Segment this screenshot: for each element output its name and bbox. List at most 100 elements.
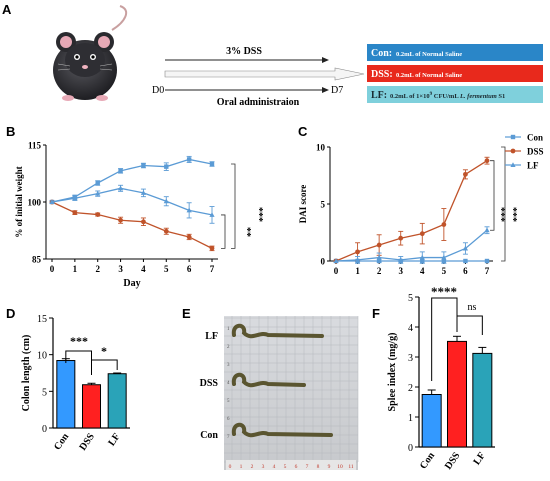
legend-label: LF [527,161,539,171]
y-tick-label: 5 [408,293,413,304]
y-tick-label: 0 [408,443,413,454]
group-dss-name: DSS: [371,69,393,80]
series-dss-point [441,222,447,227]
series-dss-point [163,228,169,234]
x-tick-label: 1 [73,264,78,274]
group-box-con: Con: 0.2mL of Normal Saline [367,44,543,61]
x-axis-label: Day [123,278,140,289]
dai-sig-outer: *** [507,207,518,222]
legend-marker [510,134,516,140]
side-ruler-number: 2 [227,345,230,350]
series-con-line [51,158,213,203]
panel-c-letter: C [298,124,308,139]
row-label-dss: DSS [200,378,219,389]
x-tick-label: LF [471,450,487,467]
x-tick-label: 4 [141,264,146,274]
oral-arrowhead [322,87,329,93]
x-tick-label: Con [418,450,437,471]
panel-d-letter: D [6,306,15,321]
bar-con [421,394,442,448]
legend-label: DSS [527,147,544,157]
series-lf-point [49,199,55,204]
significance-bracket [501,146,506,262]
series-dss-point [95,212,101,217]
significance-bracket [231,163,236,249]
group-con-desc: 0.2mL of Normal Saline [396,51,462,58]
significance-bracket [221,214,226,249]
panel-c: C 0 5 10 0 1 2 3 4 5 6 7 DAI score Con DSS LF *** *** [298,124,544,276]
series-dss-point [376,242,382,248]
series-lf-line [51,187,213,216]
dss-label: 3% DSS [226,46,262,57]
y-tick-label: 5 [321,200,326,210]
x-tick-label: 3 [118,264,123,274]
series-lf-point [354,257,361,262]
x-tick-label: LF [106,431,122,448]
side-ruler-number: 5 [227,399,230,404]
panel-a: A 3% DSS D0 D7 Oral administra [2,2,543,108]
panel-d: D 0 5 10 15 Colon length (cm) Con DSS LF *** * [6,306,130,453]
dss-arrowhead [322,57,329,63]
ruler-number: 3 [262,464,265,470]
legend-marker [510,148,516,154]
weight-sig-outer: *** [253,207,264,222]
ruler-number: 6 [295,464,298,470]
series-dss-point [419,231,425,237]
side-ruler-number: 1 [227,327,230,332]
y-tick-label: 4 [408,323,413,334]
significance-bracket [490,160,495,231]
bar-lf [107,373,127,429]
y-tick-label: 5 [42,387,47,398]
series-dss-point [209,245,215,251]
panel-f-letter: F [372,306,380,321]
series-con-point [118,168,123,174]
y-tick-label: 10 [37,351,47,362]
x-tick-label: 5 [164,264,169,274]
x-tick-label: DSS [77,431,97,453]
x-tick-label: 7 [210,264,215,274]
significance-bracket [456,315,483,335]
y-tick-label: 3 [408,353,413,364]
y-tick-label: 0 [42,424,47,435]
ruler-number: 7 [306,464,309,470]
significance-bracket [431,297,458,381]
colon-sig-2: * [101,344,107,358]
colon-con [231,422,333,438]
x-tick-label: 5 [442,266,447,276]
x-tick-label: DSS [443,450,463,472]
group-box-dss: DSS: 0.2mL of Normal Saline [367,65,543,82]
series-dss-line [51,201,213,249]
bar-con [56,360,76,429]
series-lf-point [140,190,147,195]
x-tick-label: 1 [355,266,360,276]
weight-sig-inner: ** [241,227,252,237]
side-ruler-number: 3 [227,363,230,368]
side-ruler-number: 6 [227,417,230,422]
series-lf-point [376,254,382,260]
series-con-point [186,157,192,162]
series-con-point [484,258,490,264]
y-tick-label: 0 [321,257,326,267]
ruler-number: 0 [229,464,232,470]
day-end-label: D7 [331,85,343,96]
y-tick-label: 10 [316,143,326,153]
spleen-sig-2: ns [468,302,477,313]
series-dss-point [118,217,123,223]
mouse-illustration [53,5,128,101]
ruler-number: 10 [337,464,343,470]
series-lf-point [209,212,215,217]
x-tick-label: Con [52,431,71,452]
series-lf-point [95,190,101,196]
weight-chart: 85 100 115 0 1 2 3 4 5 6 7 % of initial weight Day [14,141,236,289]
series-dss-point [484,158,490,164]
ruler-number: 9 [328,464,331,470]
y-tick-label: 15 [37,314,47,325]
series-dss-point [398,235,404,241]
series-con-point [164,164,169,169]
x-tick-label: 2 [95,264,100,274]
side-ruler-number: 4 [227,381,230,386]
day-start-label: D0 [152,85,164,96]
series-dss-point [141,219,146,225]
